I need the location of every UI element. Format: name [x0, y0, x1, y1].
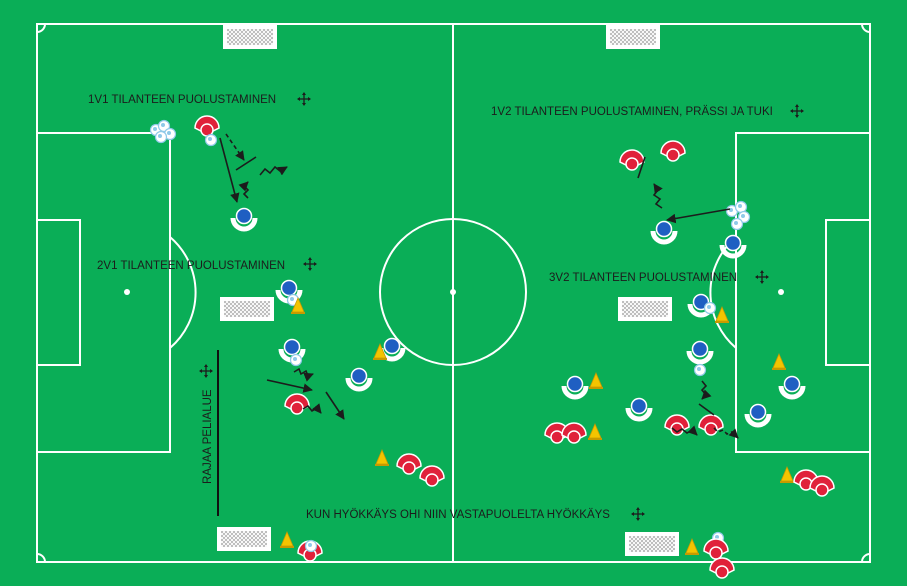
ball-icon[interactable] [289, 353, 303, 367]
ball-icon[interactable] [703, 301, 717, 315]
ball-icon[interactable] [304, 539, 318, 553]
drill-label-2v1: 2V1 TILANTEEN PUOLUSTAMINEN [97, 260, 285, 272]
goal-icon[interactable] [606, 25, 660, 49]
side-label: RAJAA PELIALUE [202, 389, 214, 484]
pitch-markings [36, 23, 871, 563]
ball-icon[interactable] [734, 200, 748, 214]
drill-label-1v2: 1V2 TILANTEEN PUOLUSTAMINEN, PRÄSSI JA T… [491, 106, 773, 118]
penalty-spot-right [778, 289, 784, 295]
movement-arrows-3v2 [671, 380, 739, 439]
goal-icon[interactable] [618, 297, 672, 321]
goal-icon[interactable] [217, 527, 271, 551]
drill-label-transition: KUN HYÖKKÄYS OHI NIIN VASTAPUOLELTA HYÖK… [306, 509, 610, 521]
ball-icon[interactable] [204, 133, 218, 147]
movement-arrows-1v1 [219, 133, 288, 203]
movement-arrows-1v2 [637, 156, 731, 224]
goal-icon[interactable] [625, 532, 679, 556]
penalty-spot-left [124, 289, 130, 295]
movement-arrows-2v1 [266, 367, 345, 420]
center-spot [450, 289, 456, 295]
ball-icon[interactable] [730, 217, 744, 231]
drill-label-1v1: 1V1 TILANTEEN PUOLUSTAMINEN [88, 94, 276, 106]
drill-label-3v2: 3V2 TILANTEEN PUOLUSTAMINEN [549, 272, 737, 284]
ball-icon[interactable] [154, 130, 168, 144]
goal-icon[interactable] [223, 25, 277, 49]
goal-icon[interactable] [220, 297, 274, 321]
ball-icon[interactable] [693, 363, 707, 377]
